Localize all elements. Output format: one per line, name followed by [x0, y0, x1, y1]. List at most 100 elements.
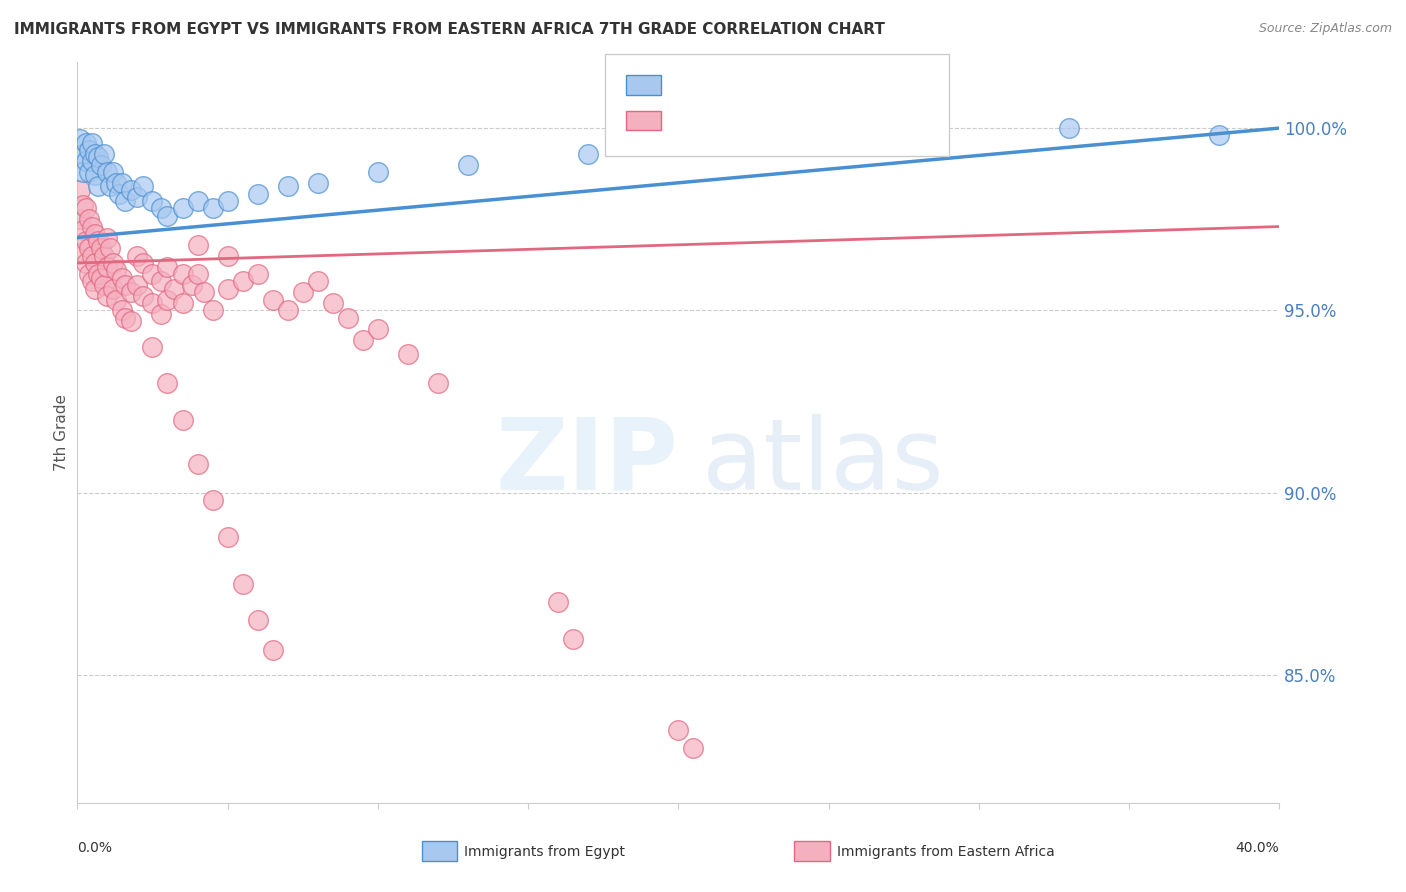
- Point: [111, 303, 134, 318]
- Point: [246, 186, 269, 201]
- Point: [727, 136, 749, 150]
- Point: [352, 333, 374, 347]
- Point: [93, 249, 115, 263]
- Point: [172, 413, 194, 427]
- Point: [141, 194, 163, 208]
- Point: [72, 245, 94, 260]
- Point: [132, 256, 155, 270]
- Point: [72, 146, 94, 161]
- Text: Immigrants from Egypt: Immigrants from Egypt: [464, 845, 626, 859]
- Point: [108, 186, 131, 201]
- Point: [90, 242, 112, 256]
- Point: [84, 146, 107, 161]
- Point: [72, 197, 94, 211]
- Point: [201, 202, 224, 216]
- Point: [105, 293, 128, 307]
- Point: [82, 249, 104, 263]
- Text: ZIP: ZIP: [495, 414, 679, 511]
- Point: [96, 230, 118, 244]
- Text: 0.468: 0.468: [706, 78, 754, 92]
- Point: [277, 179, 299, 194]
- Point: [79, 143, 101, 157]
- Point: [1208, 128, 1230, 143]
- Point: [156, 209, 179, 223]
- Point: [84, 169, 107, 183]
- Point: [150, 307, 173, 321]
- Text: 0.067: 0.067: [706, 113, 754, 128]
- Point: [141, 296, 163, 310]
- Point: [111, 176, 134, 190]
- Point: [90, 157, 112, 171]
- Point: [72, 165, 94, 179]
- Text: Source: ZipAtlas.com: Source: ZipAtlas.com: [1258, 22, 1392, 36]
- Point: [82, 136, 104, 150]
- Point: [172, 202, 194, 216]
- Point: [79, 267, 101, 281]
- Point: [217, 281, 239, 295]
- Point: [217, 530, 239, 544]
- Point: [291, 285, 314, 300]
- Point: [114, 194, 136, 208]
- Point: [72, 223, 94, 237]
- Point: [96, 260, 118, 274]
- Point: [150, 202, 173, 216]
- Point: [114, 277, 136, 292]
- Text: R =: R =: [672, 113, 706, 128]
- Point: [87, 267, 110, 281]
- Point: [93, 146, 115, 161]
- Point: [322, 296, 344, 310]
- Point: [562, 632, 585, 646]
- Point: [396, 347, 419, 361]
- Point: [682, 741, 704, 756]
- Point: [103, 165, 125, 179]
- Point: [75, 256, 97, 270]
- Point: [172, 296, 194, 310]
- Point: [367, 165, 389, 179]
- Point: [246, 614, 269, 628]
- Point: [79, 212, 101, 227]
- Point: [336, 310, 359, 325]
- Point: [69, 132, 91, 146]
- Point: [82, 274, 104, 288]
- Point: [114, 310, 136, 325]
- Point: [69, 183, 91, 197]
- Point: [172, 267, 194, 281]
- Point: [186, 194, 209, 208]
- Point: [120, 183, 142, 197]
- Point: [79, 242, 101, 256]
- Point: [90, 270, 112, 285]
- Point: [79, 165, 101, 179]
- Point: [186, 267, 209, 281]
- Point: [156, 376, 179, 391]
- Text: 41: 41: [807, 78, 828, 92]
- Point: [82, 219, 104, 234]
- Point: [156, 260, 179, 274]
- Point: [84, 281, 107, 295]
- Point: [427, 376, 450, 391]
- Point: [75, 136, 97, 150]
- Text: 81: 81: [807, 113, 828, 128]
- Point: [162, 281, 184, 295]
- Point: [87, 179, 110, 194]
- Point: [100, 179, 122, 194]
- Point: [246, 267, 269, 281]
- Point: [100, 242, 122, 256]
- Point: [217, 194, 239, 208]
- Point: [217, 249, 239, 263]
- Point: [120, 314, 142, 328]
- Point: [87, 150, 110, 164]
- Point: [547, 595, 569, 609]
- Point: [141, 340, 163, 354]
- Point: [262, 293, 284, 307]
- Point: [84, 256, 107, 270]
- Point: [84, 227, 107, 241]
- Point: [75, 202, 97, 216]
- Point: [103, 281, 125, 295]
- Point: [150, 274, 173, 288]
- Point: [180, 277, 202, 292]
- Y-axis label: 7th Grade: 7th Grade: [53, 394, 69, 471]
- Point: [120, 285, 142, 300]
- Point: [201, 303, 224, 318]
- Point: [75, 153, 97, 168]
- Text: IMMIGRANTS FROM EGYPT VS IMMIGRANTS FROM EASTERN AFRICA 7TH GRADE CORRELATION CH: IMMIGRANTS FROM EGYPT VS IMMIGRANTS FROM…: [14, 22, 884, 37]
